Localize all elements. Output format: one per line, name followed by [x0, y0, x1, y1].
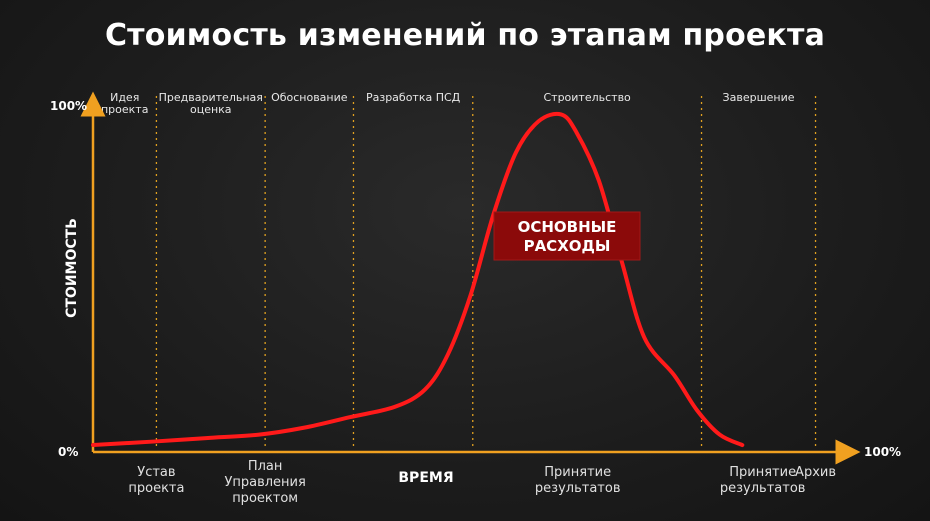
phase-label: Идея проекта	[101, 91, 148, 116]
milestone-label: Устав проекта	[128, 465, 184, 496]
y-min-label: 0%	[58, 445, 78, 459]
phase-label: Предварительная оценка	[159, 91, 263, 116]
main-costs-box	[493, 211, 641, 261]
phase-label: Строительство	[543, 91, 631, 104]
milestone-label: План Управления проектом	[224, 459, 305, 506]
chart-title: Стоимость изменений по этапам проекта	[104, 18, 826, 53]
main-costs-label-line1: ОСНОВНЫЕ	[518, 218, 617, 236]
main-costs-label-line2: РАСХОДЫ	[524, 237, 611, 255]
cost-curve	[91, 111, 745, 448]
phase-label: Завершение	[723, 91, 795, 104]
phase-label: Разработка ПСД	[366, 91, 461, 104]
x-max-label: 100%	[864, 445, 901, 459]
x-axis-title: ВРЕМЯ	[398, 470, 453, 486]
y-max-label: 100%	[50, 99, 87, 113]
y-axis-title: СТОИМОСТЬ	[64, 218, 80, 318]
milestone-label: Архив	[795, 465, 836, 480]
phase-label: Обоснование	[271, 91, 348, 104]
main-costs-annotation: ОСНОВНЫЕ РАСХОДЫ	[493, 211, 641, 261]
milestone-label: Принятие результатов	[535, 465, 621, 496]
milestone-label: Принятие результатов	[720, 465, 806, 496]
